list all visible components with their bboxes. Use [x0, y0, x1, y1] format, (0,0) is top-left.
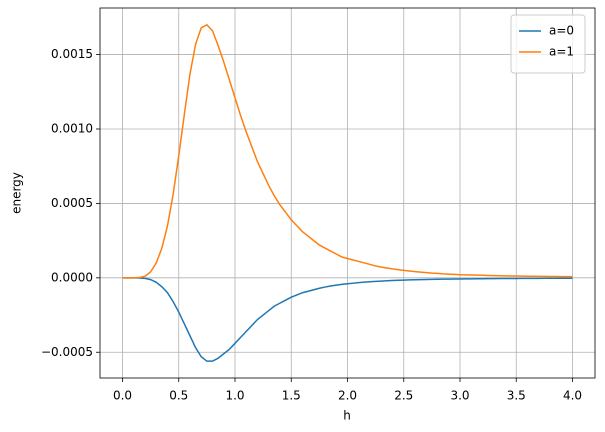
line-series — [122, 23, 573, 279]
legend-label: a=1 — [549, 45, 574, 59]
y-tick-label: 0.0015 — [51, 47, 93, 61]
y-axis-label: energy — [10, 172, 24, 214]
legend: a=0 a=1 — [510, 14, 586, 74]
plot-frame — [99, 7, 596, 379]
x-tick-label: 0.5 — [169, 389, 188, 403]
legend-label: a=0 — [549, 24, 574, 38]
x-axis-label: h — [343, 409, 351, 423]
x-tick-label: 1.5 — [282, 389, 301, 403]
y-tick-label: −0.0005 — [41, 345, 93, 359]
x-tick-label: 2.5 — [394, 389, 413, 403]
line-series — [122, 277, 573, 362]
x-tick-label: 2.0 — [338, 389, 357, 403]
x-tick-label: 3.0 — [450, 389, 469, 403]
legend-box — [510, 14, 586, 74]
y-tick-label: 0.0005 — [51, 196, 93, 210]
x-tick-label: 3.5 — [507, 389, 526, 403]
x-tick-label: 1.0 — [225, 389, 244, 403]
x-tick-label: 4.0 — [563, 389, 582, 403]
x-tick-label: 0.0 — [113, 389, 132, 403]
y-tick-label: 0.0010 — [51, 122, 93, 136]
y-tick-label: 0.0000 — [51, 270, 93, 284]
